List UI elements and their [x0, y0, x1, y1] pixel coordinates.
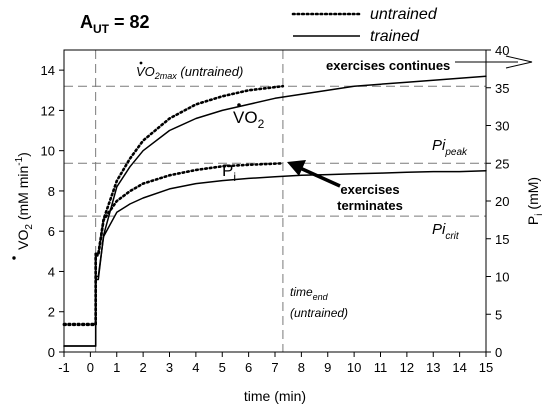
annotation-time-end-note: (untrained): [290, 306, 348, 320]
y-right-tick-label: 30: [495, 119, 509, 134]
y-left-tick-label: 14: [41, 63, 55, 78]
plot-frame: [63, 49, 487, 353]
annotation-exercises-continues: exercises continues: [326, 58, 450, 73]
x-tick-label: 2: [140, 360, 147, 375]
x-tick-label: 11: [374, 360, 388, 375]
y-right-tick-label: 25: [495, 156, 509, 171]
series-layer: [62, 75, 487, 347]
x-axis-title: time (min): [244, 388, 306, 404]
x-tick-label: 9: [324, 360, 331, 375]
y-axis-right-title: Pi (mM): [525, 177, 545, 225]
series-vo2-trained: [63, 75, 487, 347]
y-axis-left-title: VO2 (mM min-1): [14, 152, 35, 250]
y-axis-left-title-dot: [12, 256, 16, 260]
annotation-pi-peak: Pipeak: [432, 137, 468, 158]
y-left-tick-label: 4: [48, 264, 55, 279]
chart-title: AUT = 82: [80, 12, 150, 36]
x-tick-label: 14: [452, 360, 466, 375]
y-left-tick-label: 10: [41, 144, 55, 159]
arrow-terminates-head: [287, 160, 306, 176]
annotation-exercises-terminates-1: exercises: [340, 182, 399, 197]
y-left-tick-label: 2: [48, 305, 55, 320]
y-left-tick-label: 6: [48, 224, 55, 239]
y-left-tick-label: 8: [48, 184, 55, 199]
legend: untrained trained: [291, 6, 438, 45]
y-right-tick-label: 10: [495, 270, 509, 285]
x-tick-label: 12: [400, 360, 414, 375]
annotation-vo2max: VO2max (untrained): [136, 64, 243, 81]
y-right-tick-label: 40: [495, 43, 509, 58]
x-tick-label: 15: [479, 360, 493, 375]
x-tick-label: 0: [87, 360, 94, 375]
y-right-tick-label: 20: [495, 194, 509, 209]
annotation-pi-crit: Picrit: [432, 221, 460, 242]
arrow-terminates-shaft: [299, 166, 341, 188]
x-tick-label: 13: [426, 360, 440, 375]
y-right-tick-label: 0: [495, 345, 502, 360]
x-tick-label: 10: [347, 360, 361, 375]
x-tick-label: 4: [192, 360, 199, 375]
x-tick-label: 6: [245, 360, 252, 375]
reference-lines: [64, 50, 486, 352]
x-tick-label: -1: [58, 360, 70, 375]
x-tick-label: 1: [113, 360, 120, 375]
y-right-tick-label: 15: [495, 232, 509, 247]
annotation-time-end: timeend: [290, 285, 329, 302]
annotation-pi-curve: Pi: [222, 161, 236, 184]
x-tick-label: 5: [219, 360, 226, 375]
series-pi-untrained: [62, 162, 285, 326]
annotation-vo2max-dot: [139, 61, 143, 65]
arrow-continues-head: [505, 55, 533, 69]
legend-label-trained: trained: [370, 28, 420, 45]
axis-ticks: -1 0 1 2 3 4 5 6 7 8 9 10 11 12 13 14 150246810121405101…: [41, 43, 510, 375]
y-right-tick-label: 5: [495, 307, 502, 322]
series-pi-trained: [63, 170, 487, 347]
x-tick-label: 3: [166, 360, 173, 375]
y-right-tick-label: 35: [495, 81, 509, 96]
x-tick-label: 8: [298, 360, 305, 375]
annotation-vo2-curve-dot: [237, 103, 241, 107]
annotation-vo2-curve: VO2: [233, 108, 265, 131]
y-left-tick-label: 0: [48, 345, 55, 360]
y-left-tick-label: 12: [41, 103, 55, 118]
legend-label-untrained: untrained: [370, 6, 438, 23]
x-tick-label: 7: [271, 360, 278, 375]
annotation-exercises-terminates-2: terminates: [337, 198, 403, 213]
